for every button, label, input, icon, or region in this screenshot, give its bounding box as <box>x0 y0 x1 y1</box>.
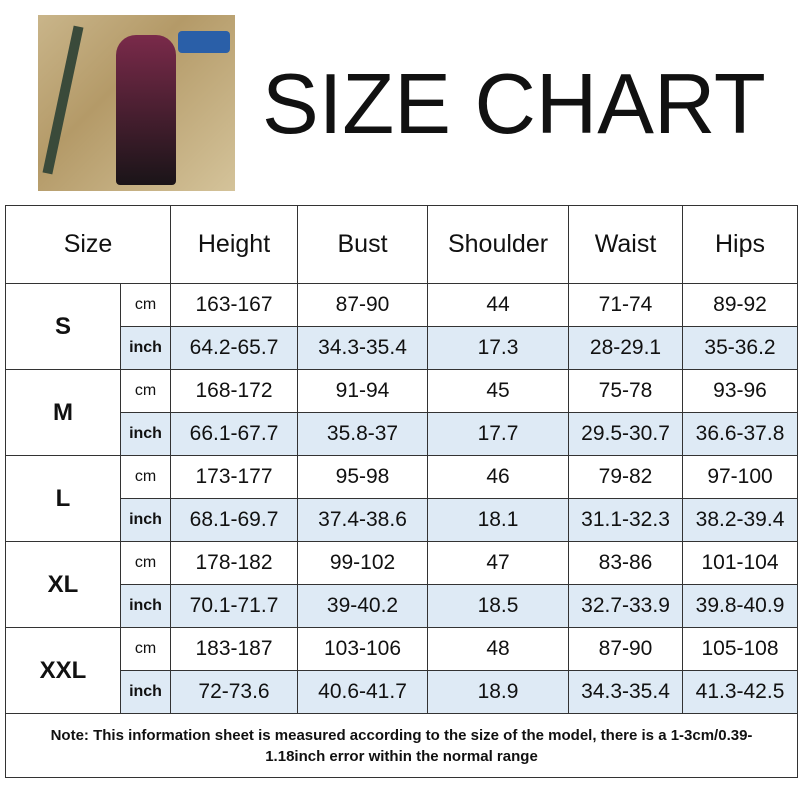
unit-label: cm <box>119 455 172 499</box>
table-cell: 70.1-71.7 <box>170 584 299 628</box>
column-header: Waist <box>568 205 684 284</box>
size-label: L <box>5 455 121 542</box>
table-cell: 83-86 <box>568 541 684 585</box>
table-cell: 35-36.2 <box>682 326 799 370</box>
table-cell: 97-100 <box>682 455 799 499</box>
table-cell: 18.9 <box>427 670 570 714</box>
table-cell: 87-90 <box>297 283 429 327</box>
unit-label: cm <box>119 369 172 413</box>
product-photo <box>38 15 235 191</box>
table-cell: 39-40.2 <box>297 584 429 628</box>
table-cell: 95-98 <box>297 455 429 499</box>
table-cell: 38.2-39.4 <box>682 498 799 542</box>
table-cell: 178-182 <box>170 541 299 585</box>
table-cell: 48 <box>427 627 570 671</box>
table-cell: 173-177 <box>170 455 299 499</box>
table-cell: 47 <box>427 541 570 585</box>
column-header: Hips <box>682 205 799 284</box>
table-cell: 18.5 <box>427 584 570 628</box>
table-cell: 40.6-41.7 <box>297 670 429 714</box>
table-cell: 79-82 <box>568 455 684 499</box>
table-row-inch: inch 72-73.6 40.6-41.7 18.9 34.3-35.4 41.3-42… <box>6 670 799 714</box>
size-label: XL <box>5 541 121 628</box>
table-row-cm: XL cm 178-182 99-102 47 83-86 101-104 <box>5 541 799 628</box>
table-row-inch: inch 66.1-67.7 35.8-37 17.7 29.5-30.7 36.6-37… <box>6 412 799 456</box>
page-title: SIZE CHART <box>262 57 766 152</box>
table-cell: 168-172 <box>170 369 299 413</box>
table-cell: 105-108 <box>682 627 799 671</box>
note-row: Note: This information sheet is measured… <box>4 713 799 778</box>
unit-label: inch <box>119 326 172 370</box>
table-cell: 17.3 <box>427 326 570 370</box>
table-cell: 29.5-30.7 <box>568 412 684 456</box>
column-header: Bust <box>297 205 429 284</box>
table-cell: 45 <box>427 369 570 413</box>
table-cell: 91-94 <box>297 369 429 413</box>
one-piece-logo <box>178 31 230 53</box>
note-text: Note: This information sheet is measured… <box>4 713 799 778</box>
table-cell: 18.1 <box>427 498 570 542</box>
costume-graphic <box>116 35 176 185</box>
table-cell: 103-106 <box>297 627 429 671</box>
table-cell: 36.6-37.8 <box>682 412 799 456</box>
table-cell: 99-102 <box>297 541 429 585</box>
table-cell: 72-73.6 <box>170 670 299 714</box>
table-cell: 101-104 <box>682 541 799 585</box>
table-cell: 31.1-32.3 <box>568 498 684 542</box>
table-cell: 89-92 <box>682 283 799 327</box>
table-cell: 163-167 <box>170 283 299 327</box>
size-label: S <box>5 283 121 370</box>
table-cell: 37.4-38.6 <box>297 498 429 542</box>
table-row-inch: inch 64.2-65.7 34.3-35.4 17.3 28-29.1 35-36.2 <box>6 326 799 370</box>
table-cell: 44 <box>427 283 570 327</box>
unit-label: inch <box>119 584 172 628</box>
table-cell: 93-96 <box>682 369 799 413</box>
table-cell: 66.1-67.7 <box>170 412 299 456</box>
unit-label: cm <box>119 627 172 671</box>
table-row-cm: XXL cm 183-187 103-106 48 87-90 105-108 <box>5 627 799 714</box>
column-header: Shoulder <box>427 205 570 284</box>
unit-label: cm <box>119 541 172 585</box>
table-cell: 41.3-42.5 <box>682 670 799 714</box>
table-row-inch: inch 68.1-69.7 37.4-38.6 18.1 31.1-32.3 38.2-… <box>6 498 799 542</box>
table-cell: 64.2-65.7 <box>170 326 299 370</box>
table-cell: 46 <box>427 455 570 499</box>
unit-label: inch <box>119 412 172 456</box>
unit-label: inch <box>119 670 172 714</box>
table-cell: 34.3-35.4 <box>297 326 429 370</box>
table-row-inch: inch 70.1-71.7 39-40.2 18.5 32.7-33.9 39.8-40… <box>6 584 799 628</box>
unit-label: inch <box>119 498 172 542</box>
table-cell: 32.7-33.9 <box>568 584 684 628</box>
unit-label: cm <box>119 283 172 327</box>
table-cell: 34.3-35.4 <box>568 670 684 714</box>
header-row: Size Height Bust Shoulder Waist Hips <box>4 205 799 284</box>
size-label: M <box>5 369 121 456</box>
table-cell: 35.8-37 <box>297 412 429 456</box>
size-label: XXL <box>5 627 121 714</box>
table-cell: 28-29.1 <box>568 326 684 370</box>
column-header: Height <box>170 205 299 284</box>
table-cell: 71-74 <box>568 283 684 327</box>
sword-graphic <box>42 25 84 175</box>
size-header: Size <box>4 205 172 284</box>
table-cell: 87-90 <box>568 627 684 671</box>
table-cell: 68.1-69.7 <box>170 498 299 542</box>
table-cell: 39.8-40.9 <box>682 584 799 628</box>
table-cell: 17.7 <box>427 412 570 456</box>
table-cell: 183-187 <box>170 627 299 671</box>
table-cell: 75-78 <box>568 369 684 413</box>
